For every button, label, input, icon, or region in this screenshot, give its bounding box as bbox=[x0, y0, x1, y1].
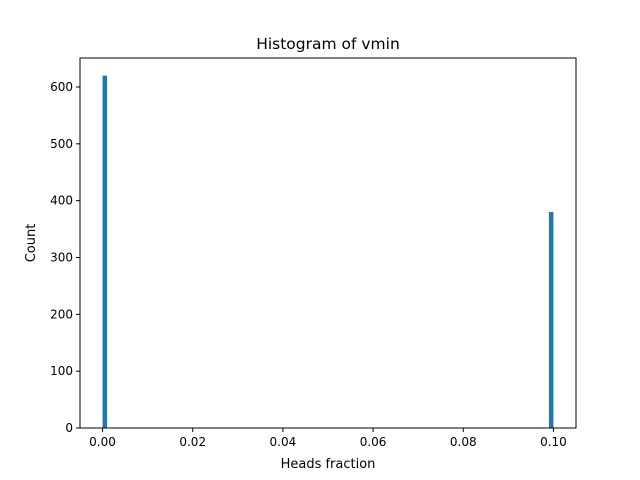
bars-layer bbox=[102, 75, 554, 428]
y-tick-label: 100 bbox=[50, 364, 73, 378]
x-tick-label: 0.04 bbox=[270, 435, 297, 449]
x-tick-label: 0.08 bbox=[450, 435, 477, 449]
x-tick-label: 0.00 bbox=[89, 435, 116, 449]
histogram-bar-2 bbox=[548, 212, 554, 428]
y-tick-label: 500 bbox=[50, 137, 73, 151]
x-axis-ticks: 0.00 0.02 0.04 0.06 0.08 0.10 bbox=[89, 428, 567, 449]
plot-frame bbox=[79, 57, 577, 429]
y-axis-ticks: 0 100 200 300 400 500 600 bbox=[50, 80, 80, 435]
chart-title: Histogram of vmin bbox=[256, 35, 400, 53]
y-tick-label: 200 bbox=[50, 307, 73, 321]
histogram-bar-1 bbox=[102, 75, 108, 428]
x-tick-label: 0.02 bbox=[179, 435, 206, 449]
y-axis-label: Count bbox=[24, 224, 39, 263]
y-tick-label: 400 bbox=[50, 194, 73, 208]
x-tick-label: 0.06 bbox=[360, 435, 387, 449]
y-tick-label: 0 bbox=[65, 421, 73, 435]
x-tick-label: 0.10 bbox=[540, 435, 567, 449]
y-tick-label: 300 bbox=[50, 250, 73, 264]
x-axis-label: Heads fraction bbox=[281, 457, 376, 472]
y-tick-label: 600 bbox=[50, 80, 73, 94]
